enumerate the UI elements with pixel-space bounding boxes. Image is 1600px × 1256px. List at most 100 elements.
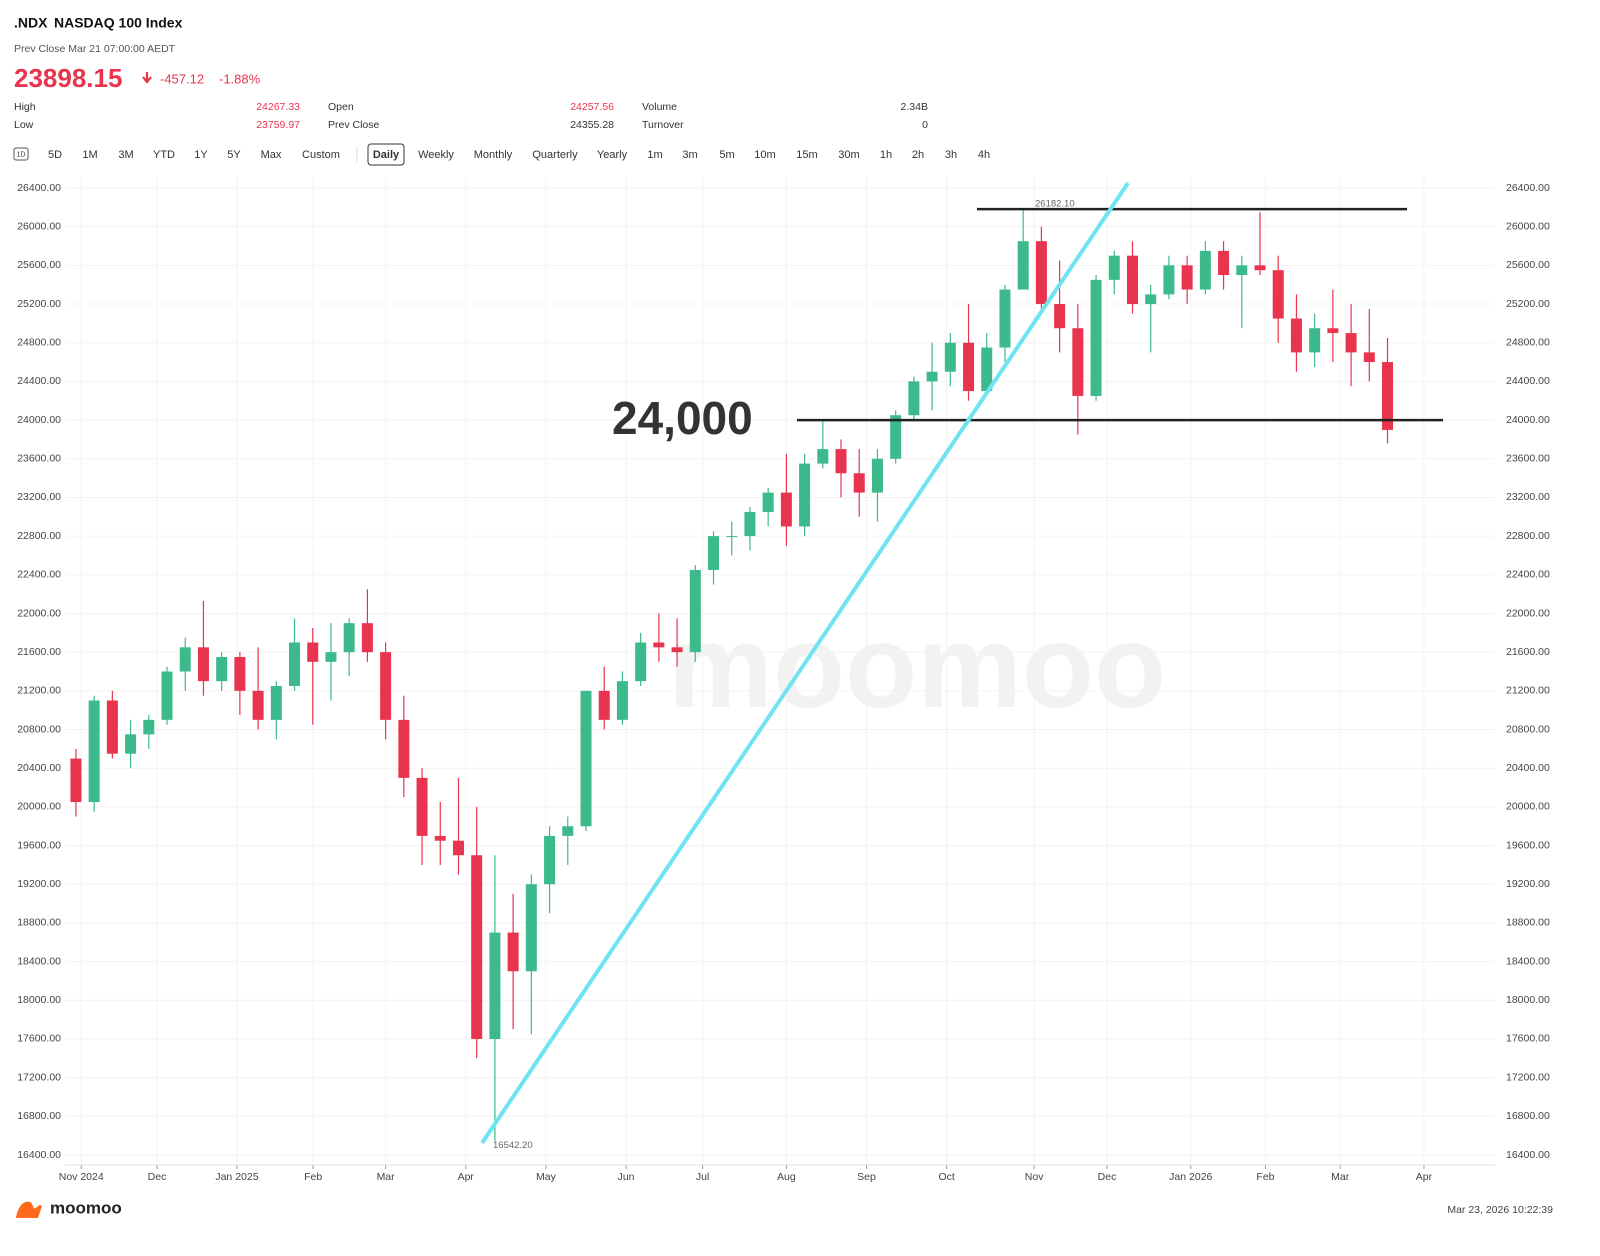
logo-text: moomoo bbox=[50, 1198, 122, 1217]
y-tick-label-right: 22800.00 bbox=[1506, 530, 1550, 542]
x-tick-label: Jan 2026 bbox=[1169, 1171, 1212, 1183]
candle-body bbox=[689, 569, 701, 653]
period-button[interactable]: 4h bbox=[978, 149, 990, 161]
y-tick-label: 16400.00 bbox=[17, 1149, 61, 1161]
range-button[interactable]: 1M bbox=[82, 149, 97, 161]
down-arrow bbox=[142, 72, 152, 84]
logo-icon bbox=[16, 1201, 42, 1218]
range-button[interactable]: 5Y bbox=[227, 149, 241, 161]
stat-label: High bbox=[14, 101, 36, 113]
period-button[interactable]: 2h bbox=[912, 149, 924, 161]
y-tick-label: 18400.00 bbox=[17, 955, 61, 967]
candle-body bbox=[1035, 241, 1047, 305]
candle-body bbox=[616, 681, 628, 720]
y-tick-label-right: 20800.00 bbox=[1506, 723, 1550, 735]
y-tick-label: 21600.00 bbox=[17, 646, 61, 658]
candle-body bbox=[1309, 328, 1321, 353]
y-tick-label: 22800.00 bbox=[17, 530, 61, 542]
candle-body bbox=[1236, 265, 1248, 276]
x-tick-label: Jun bbox=[618, 1171, 635, 1183]
candle-body bbox=[580, 690, 592, 827]
candle-body bbox=[1382, 362, 1394, 430]
period-icon-label[interactable]: 1D bbox=[17, 151, 26, 158]
candle-body bbox=[1290, 318, 1302, 353]
y-tick-label: 17200.00 bbox=[17, 1071, 61, 1083]
period-button[interactable]: 1h bbox=[880, 149, 892, 161]
x-tick-label: Dec bbox=[1098, 1171, 1117, 1183]
candle-body bbox=[598, 690, 610, 720]
period-button[interactable]: Weekly bbox=[418, 149, 454, 161]
period-button[interactable]: 1m bbox=[647, 149, 662, 161]
period-button[interactable]: 15m bbox=[796, 149, 817, 161]
active-period-box[interactable] bbox=[367, 143, 405, 166]
index-name: NASDAQ 100 Index bbox=[54, 15, 183, 31]
y-tick-label: 21200.00 bbox=[17, 685, 61, 697]
period-button[interactable]: 3m bbox=[682, 149, 697, 161]
candle-body bbox=[853, 473, 865, 493]
candle-body bbox=[1017, 241, 1029, 290]
y-tick-label-right: 21600.00 bbox=[1506, 646, 1550, 658]
candle-body bbox=[1199, 250, 1211, 290]
prev-close-time: Prev Close Mar 21 07:00:00 AEDT bbox=[14, 43, 176, 55]
y-tick-label-right: 23600.00 bbox=[1506, 453, 1550, 465]
candle-body bbox=[489, 932, 501, 1039]
y-tick-label: 25200.00 bbox=[17, 298, 61, 310]
y-tick-label: 24400.00 bbox=[17, 375, 61, 387]
period-button[interactable]: 3h bbox=[945, 149, 957, 161]
footer-logo: moomoo bbox=[16, 1198, 122, 1218]
range-button[interactable]: 5D bbox=[48, 149, 62, 161]
range-button[interactable]: YTD bbox=[153, 149, 175, 161]
x-tick-label: Jan 2025 bbox=[215, 1171, 258, 1183]
stat-label: Prev Close bbox=[328, 119, 380, 131]
candle-body bbox=[234, 656, 246, 691]
candle-body bbox=[871, 458, 883, 493]
low-label: 16542.20 bbox=[493, 1140, 533, 1151]
x-tick-label: Jul bbox=[696, 1171, 709, 1183]
candle-body bbox=[1090, 279, 1102, 396]
period-button[interactable]: Daily bbox=[373, 149, 400, 161]
candle-body bbox=[963, 342, 975, 392]
y-tick-label: 20000.00 bbox=[17, 801, 61, 813]
range-button[interactable]: Max bbox=[261, 149, 282, 161]
period-button[interactable]: Monthly bbox=[474, 149, 513, 161]
timestamp: Mar 23, 2026 10:22:39 bbox=[1447, 1204, 1553, 1216]
candle-body bbox=[744, 511, 756, 537]
toolbar: 1D 5D 1M 3M YTD 1Y 5Y Max Custom Daily Weekly Mont… bbox=[13, 143, 990, 166]
candle-body bbox=[452, 840, 464, 856]
y-tick-label: 16800.00 bbox=[17, 1110, 61, 1122]
y-tick-label: 17600.00 bbox=[17, 1033, 61, 1045]
candle-body bbox=[1126, 255, 1138, 305]
candle-body bbox=[726, 536, 738, 538]
candle-body bbox=[671, 647, 683, 653]
period-button[interactable]: 5m bbox=[719, 149, 734, 161]
y-tick-label-right: 20000.00 bbox=[1506, 801, 1550, 813]
range-button[interactable]: 3M bbox=[118, 149, 133, 161]
range-button[interactable]: Custom bbox=[302, 149, 340, 161]
y-tick-label-right: 17200.00 bbox=[1506, 1071, 1550, 1083]
high-label: 26182.10 bbox=[1035, 199, 1075, 210]
candle-body bbox=[398, 719, 410, 778]
stat-label: Turnover bbox=[642, 119, 684, 131]
x-tick-label: May bbox=[536, 1171, 557, 1183]
y-tick-label: 24800.00 bbox=[17, 337, 61, 349]
period-button[interactable]: Quarterly bbox=[532, 149, 578, 161]
candle-body bbox=[1345, 333, 1357, 353]
symbol: .NDX bbox=[14, 15, 48, 31]
range-button[interactable]: 1Y bbox=[194, 149, 208, 161]
y-tick-label-right: 18400.00 bbox=[1506, 955, 1550, 967]
y-tick-label-right: 25200.00 bbox=[1506, 298, 1550, 310]
candle-body bbox=[981, 347, 993, 392]
y-tick-label: 18000.00 bbox=[17, 994, 61, 1006]
y-tick-label-right: 17600.00 bbox=[1506, 1033, 1550, 1045]
period-button[interactable]: 10m bbox=[754, 149, 775, 161]
period-icon[interactable] bbox=[13, 147, 29, 161]
y-tick-label: 18800.00 bbox=[17, 917, 61, 929]
y-tick-label: 23200.00 bbox=[17, 491, 61, 503]
candle-body bbox=[343, 623, 355, 653]
period-button[interactable]: Yearly bbox=[597, 149, 628, 161]
candle-body bbox=[434, 835, 446, 841]
candle-body bbox=[926, 371, 938, 382]
period-button[interactable]: 30m bbox=[838, 149, 859, 161]
y-tick-label-right: 24000.00 bbox=[1506, 414, 1550, 426]
